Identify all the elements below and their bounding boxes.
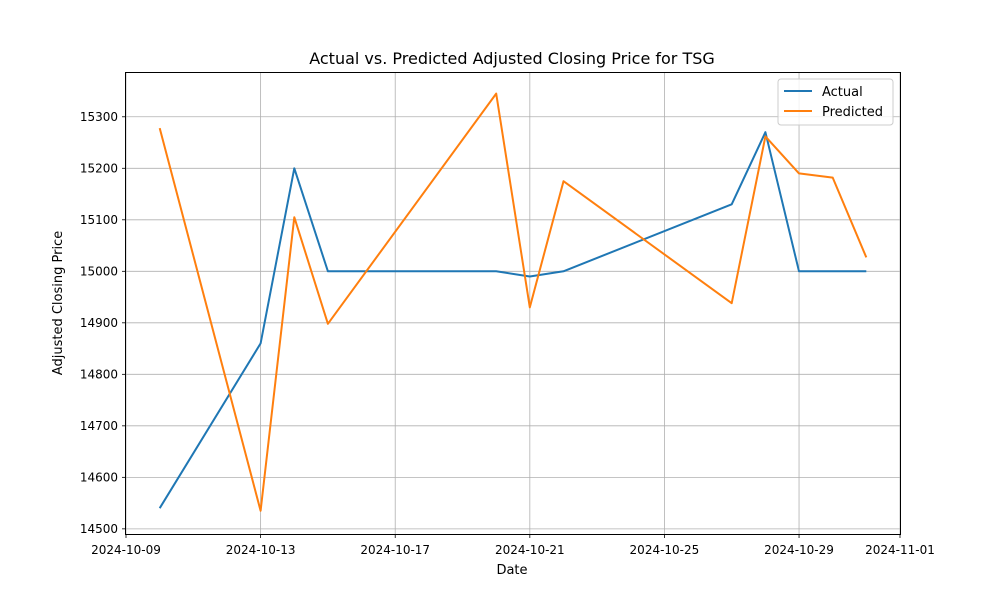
x-tick-label: 2024-10-29: [764, 543, 834, 557]
y-tick-label: 15100: [80, 213, 118, 227]
legend-label-actual: Actual: [822, 85, 863, 100]
y-tick-label: 15200: [80, 161, 118, 175]
x-tick-label: 2024-10-21: [495, 543, 565, 557]
y-tick-label: 14800: [80, 367, 118, 381]
y-axis-ticks: 14500 14600 14700 14800 14900 15000 15100 15200…: [80, 110, 126, 536]
y-tick-label: 14700: [80, 419, 118, 433]
y-tick-label: 14900: [80, 316, 118, 330]
series-lines: [158, 92, 868, 512]
x-tick-label: 2024-10-17: [360, 543, 430, 557]
y-tick-label: 14500: [80, 522, 118, 536]
x-tick-label: 2024-11-01: [865, 543, 935, 557]
plot-frame: [125, 72, 901, 535]
x-tick-label: 2024-10-25: [630, 543, 700, 557]
y-axis-label: Adjusted Closing Price: [51, 231, 66, 375]
x-axis-label: Date: [496, 563, 527, 578]
y-tick-label: 15300: [80, 110, 118, 124]
x-tick-label: 2024-10-13: [226, 543, 296, 557]
legend: Actual Predicted: [777, 78, 894, 126]
series-line-actual: [158, 131, 867, 509]
series-line-predicted: [158, 92, 868, 512]
chart-title: Actual vs. Predicted Adjusted Closing Pr…: [309, 49, 715, 68]
y-tick-label: 14600: [80, 470, 118, 484]
y-tick-label: 15000: [80, 264, 118, 278]
x-tick-label: 2024-10-09: [91, 543, 161, 557]
grid: [125, 73, 901, 534]
x-axis-ticks: 2024-10-09 2024-10-13 2024-10-17 2024-10-21…: [91, 534, 935, 557]
legend-label-predicted: Predicted: [822, 105, 883, 120]
